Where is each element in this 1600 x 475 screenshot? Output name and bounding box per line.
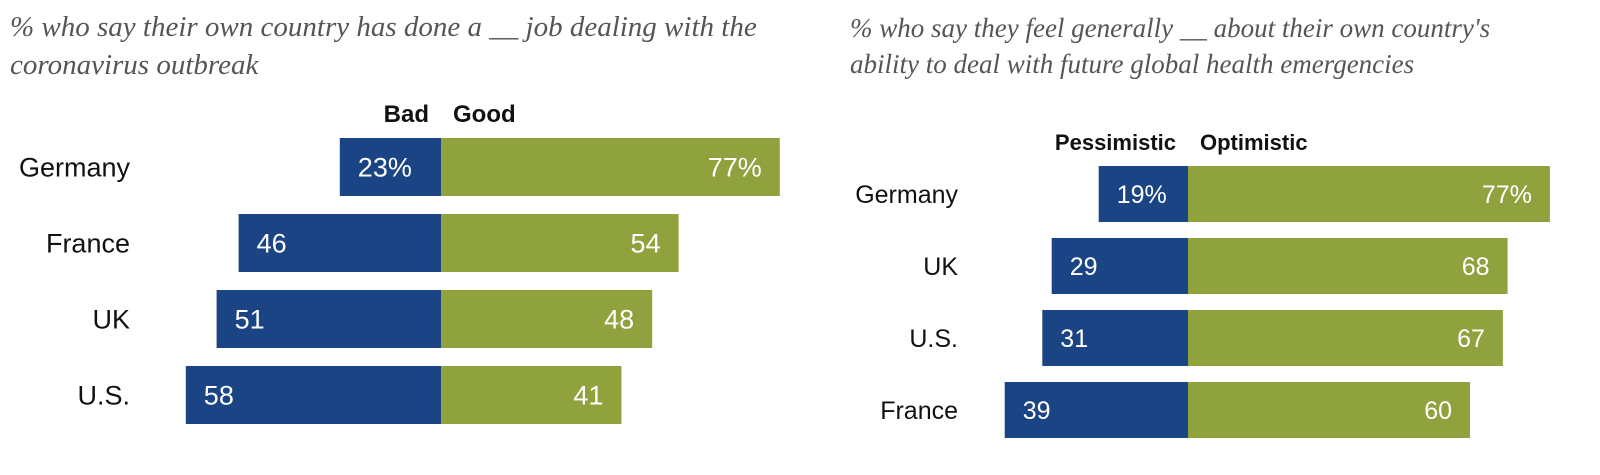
chart-panel-coronavirus-job: % who say their own country has done a _… — [10, 11, 780, 424]
data-label-pessimistic: 31 — [1060, 325, 1088, 353]
category-label: UK — [923, 253, 958, 281]
data-label-pessimistic: 29 — [1070, 253, 1098, 281]
bar-bad — [238, 214, 441, 272]
diverging-bar-chart: Pessimistic Optimistic Germany 19% 77% UK 29 68… — [855, 130, 1550, 438]
data-label-bad: 51 — [235, 305, 265, 335]
bar-pessimistic — [1098, 166, 1188, 222]
legend-label-bad: Bad — [384, 101, 429, 128]
data-label-optimistic: 68 — [1462, 253, 1490, 281]
legend-label-optimistic: Optimistic — [1200, 130, 1308, 155]
bar-bad — [216, 290, 441, 348]
data-label-optimistic: 60 — [1424, 397, 1452, 425]
bar-good — [441, 214, 679, 272]
category-label: UK — [92, 305, 130, 335]
bar-pessimistic — [1042, 310, 1188, 366]
data-label-good: 48 — [604, 305, 634, 335]
category-label: Germany — [19, 153, 131, 183]
data-label-good: 41 — [573, 381, 603, 411]
data-label-bad: 23% — [358, 153, 412, 183]
data-label-good: 77% — [708, 153, 762, 183]
data-label-bad: 58 — [204, 381, 234, 411]
category-label: U.S. — [77, 381, 130, 411]
bar-good — [441, 366, 622, 424]
bar-bad — [339, 138, 441, 196]
data-label-optimistic: 67 — [1457, 325, 1485, 353]
bar-good — [441, 290, 653, 348]
bar-bad — [185, 366, 441, 424]
bar-optimistic — [1188, 382, 1470, 438]
data-label-pessimistic: 39 — [1023, 397, 1051, 425]
data-label-good: 54 — [631, 229, 661, 259]
category-label: France — [46, 229, 130, 259]
legend-label-pessimistic: Pessimistic — [1055, 130, 1176, 155]
bar-optimistic — [1188, 238, 1508, 294]
chart-subtitle: % who say their own country has done a _… — [10, 11, 757, 81]
data-label-pessimistic: 19% — [1117, 181, 1167, 209]
chart-panel-future-health-emergencies: % who say they feel generally __ about t… — [850, 0, 1600, 475]
data-label-bad: 46 — [257, 229, 287, 259]
bar-pessimistic — [1051, 238, 1188, 294]
bar-good — [441, 138, 780, 196]
category-label: France — [880, 397, 958, 425]
chart-subtitle: % who say they feel generally __ about t… — [850, 13, 1491, 79]
bar-pessimistic — [1004, 382, 1188, 438]
bar-optimistic — [1188, 166, 1550, 222]
category-label: U.S. — [909, 325, 958, 353]
bar-optimistic — [1188, 310, 1503, 366]
diverging-bar-chart: Bad Good Germany 23% 77% France 46 54 UK 51 48 U.S.… — [19, 101, 780, 424]
legend-label-good: Good — [453, 101, 516, 128]
category-label: Germany — [855, 181, 958, 209]
data-label-optimistic: 77% — [1482, 181, 1532, 209]
